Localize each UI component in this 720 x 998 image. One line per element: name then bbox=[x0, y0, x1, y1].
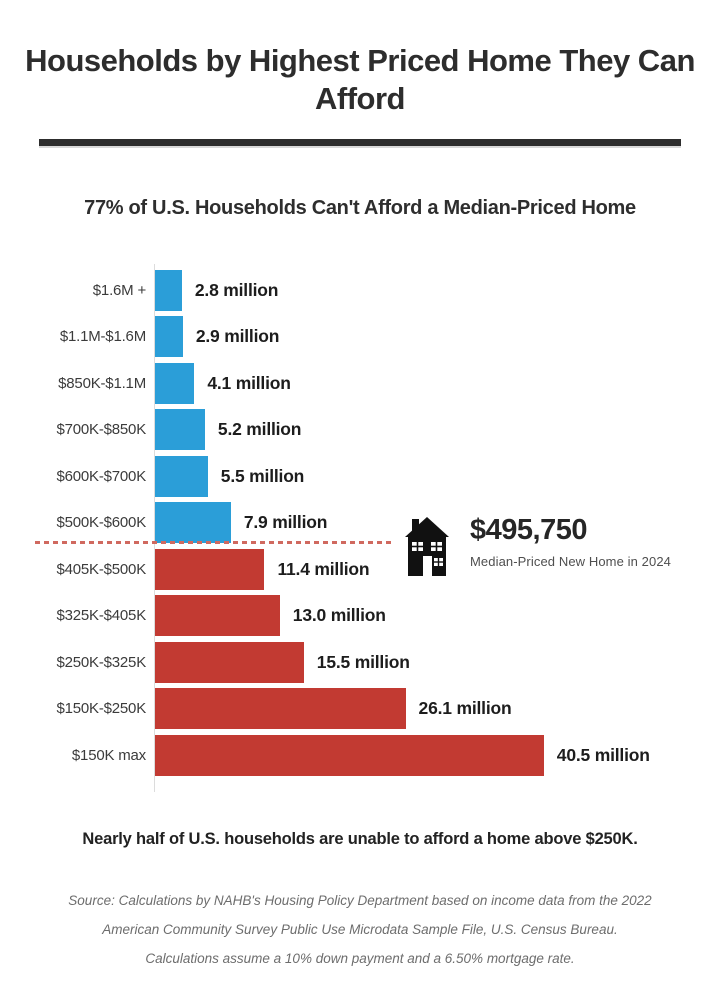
value-label: 7.9 million bbox=[243, 512, 328, 533]
bar-row: $500K-$600K 7.9 million bbox=[0, 500, 720, 547]
category-label: $1.6M + bbox=[92, 281, 146, 299]
bar bbox=[155, 502, 231, 544]
bar bbox=[155, 409, 205, 451]
value-label: 13.0 million bbox=[292, 605, 386, 626]
value-label: 40.5 million bbox=[556, 744, 650, 765]
bar-rows: $1.6M + 2.8 million $1.1M-$1.6M 2.9 million… bbox=[0, 267, 720, 779]
category-label: $500K-$600K bbox=[56, 514, 146, 532]
value-label: 5.2 million bbox=[217, 419, 302, 440]
median-price-label: Median-Priced New Home in 2024 bbox=[470, 554, 671, 569]
bar-row: $150K max 40.5 million bbox=[0, 732, 720, 779]
bar bbox=[155, 316, 183, 358]
bar-row: $325K-$405K 13.0 million bbox=[0, 593, 720, 640]
category-label: $405K-$500K bbox=[56, 560, 146, 578]
bar-row: $850K-$1.1M 4.1 million bbox=[0, 360, 720, 407]
category-label: $700K-$850K bbox=[56, 421, 146, 439]
bar-row: $1.1M-$1.6M 2.9 million bbox=[0, 314, 720, 361]
bar bbox=[155, 455, 208, 497]
category-label: $850K-$1.1M bbox=[58, 374, 146, 392]
category-label: $325K-$405K bbox=[56, 607, 146, 625]
bar-row: $600K-$700K 5.5 million bbox=[0, 453, 720, 500]
bar-row: $150K-$250K 26.1 million bbox=[0, 686, 720, 733]
median-annotation-text: $495,750 Median-Priced New Home in 2024 bbox=[470, 512, 671, 569]
bar bbox=[155, 641, 304, 683]
bar-row: $1.6M + 2.8 million bbox=[0, 267, 720, 314]
bar bbox=[155, 362, 195, 404]
median-annotation: $495,750 Median-Priced New Home in 2024 bbox=[404, 512, 671, 578]
median-price: $495,750 bbox=[470, 514, 587, 546]
bar bbox=[155, 595, 280, 637]
footer-note: Nearly half of U.S. households are unabl… bbox=[82, 830, 638, 848]
axis-line bbox=[154, 264, 155, 792]
bar bbox=[155, 548, 265, 590]
source-line: American Community Survey Public Use Mic… bbox=[102, 922, 618, 937]
source-line: Source: Calculations by NAHB's Housing P… bbox=[68, 893, 652, 908]
source-note: Source: Calculations by NAHB's Housing P… bbox=[0, 893, 720, 980]
category-label: $150K max bbox=[71, 746, 146, 764]
value-label: 2.9 million bbox=[195, 326, 280, 347]
value-label: 15.5 million bbox=[316, 651, 410, 672]
median-divider-line bbox=[35, 541, 394, 544]
category-label: $600K-$700K bbox=[56, 467, 146, 485]
bar-row: $250K-$325K 15.5 million bbox=[0, 639, 720, 686]
bar-chart: $1.6M + 2.8 million $1.1M-$1.6M 2.9 million… bbox=[0, 264, 720, 792]
bar bbox=[155, 269, 182, 311]
category-label: $1.1M-$1.6M bbox=[59, 328, 146, 346]
value-label: 11.4 million bbox=[277, 558, 370, 579]
value-label: 2.8 million bbox=[194, 279, 279, 300]
value-label: 5.5 million bbox=[220, 465, 305, 486]
title-divider bbox=[39, 139, 681, 146]
bar bbox=[155, 734, 544, 776]
bar bbox=[155, 688, 406, 730]
category-label: $150K-$250K bbox=[56, 700, 146, 718]
bar-row: $700K-$850K 5.2 million bbox=[0, 407, 720, 454]
house-icon bbox=[405, 517, 449, 576]
value-label: 4.1 million bbox=[207, 372, 291, 393]
category-label: $250K-$325K bbox=[56, 653, 146, 671]
chart-subtitle: 77% of U.S. Households Can't Afford a Me… bbox=[84, 197, 636, 219]
value-label: 26.1 million bbox=[418, 698, 512, 719]
page-title: Households by Highest Priced Home They C… bbox=[25, 43, 695, 116]
source-line: Calculations assume a 10% down payment a… bbox=[145, 951, 575, 966]
bar-row: $405K-$500K 11.4 million bbox=[0, 546, 720, 593]
